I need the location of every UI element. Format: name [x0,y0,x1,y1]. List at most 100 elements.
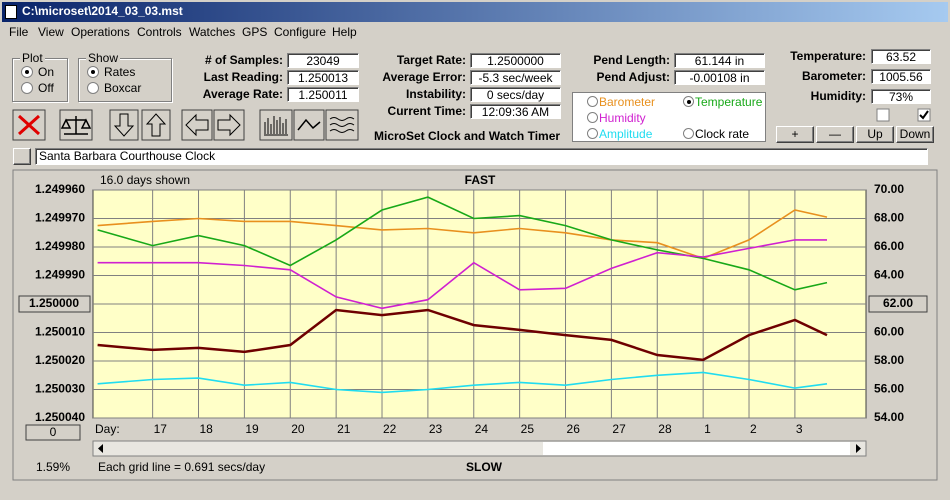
field-label: Current Time: [387,104,466,118]
series-line [97,308,828,362]
radio-button[interactable] [21,82,33,94]
x-tick-label: 19 [245,422,259,436]
field-label: Humidity: [810,89,866,103]
y-tick-label: 1.249980 [35,239,85,253]
field-value: 1.250013 [287,70,359,85]
field-label: # of Samples: [204,53,283,67]
sensor-panel [572,92,766,142]
radio-button[interactable] [87,82,99,94]
field-label: Pend Length: [593,53,670,67]
field-value: 0 secs/day [470,87,561,102]
menu-item[interactable]: Watches [189,25,236,39]
top-label: FAST [465,173,496,187]
field-label: Average Error: [382,70,466,84]
y2-tick-label: 54.00 [874,410,904,424]
legend-label: Clock rate [695,127,750,141]
checkbox[interactable] [876,108,890,122]
x-tick-label: 1 [704,422,711,436]
x-tick-label: 17 [154,422,168,436]
radio-label: Off [38,81,54,95]
x-axis-label: Day: [95,422,120,436]
field-value: -0.00108 in [674,70,765,85]
radio-button[interactable] [587,96,598,107]
field-label: Barometer: [801,69,866,83]
x-tick-label: 24 [475,422,489,436]
x-tick-label: 21 [337,422,351,436]
title-bar [2,2,948,22]
field-label: Pend Adjust: [596,70,670,84]
legend-label: Temperature [695,95,763,109]
field-label: Target Rate: [396,53,466,67]
bottom-label: SLOW [466,460,503,474]
field-value: 73% [871,89,931,104]
y-tick-label: 1.250000 [29,296,79,310]
menu-item[interactable]: File [9,25,29,39]
percent-label: 1.59% [36,460,70,474]
radio-button[interactable] [87,66,99,78]
x-tick-label: 27 [612,422,626,436]
scroll-thumb[interactable] [543,442,850,455]
y-tick-label: 1.250030 [35,382,85,396]
env-button[interactable]: Down [896,126,934,143]
x-tick-label: 23 [429,422,443,436]
menu-item[interactable]: GPS [242,25,268,39]
group-box [78,58,172,102]
app-icon [5,5,17,19]
close-clock-button[interactable] [13,148,31,165]
field-value: 63.52 [871,49,931,64]
x-tick-label: 26 [567,422,581,436]
env-button[interactable]: + [776,126,814,143]
menu-item[interactable]: Operations [71,25,130,39]
y2-tick-label: 68.00 [874,211,904,225]
menu-item[interactable]: View [38,25,64,39]
zero-button[interactable] [25,424,81,441]
legend-label: Humidity [599,111,646,125]
field-value: 12:09:36 AM [470,104,561,119]
x-tick-label: 3 [796,422,803,436]
series-line [97,209,828,260]
radio-button[interactable] [21,66,33,78]
y2-tick-label: 66.00 [874,239,904,253]
field-value: 1.2500000 [470,53,561,68]
field-value: 1.250011 [287,87,359,102]
axis-button[interactable] [18,295,91,313]
x-tick-label: 22 [383,422,397,436]
days-shown: 16.0 days shown [100,173,190,187]
radio-button[interactable] [683,128,694,139]
x-tick-label: 18 [200,422,214,436]
app-name: MicroSet Clock and Watch Timer [374,129,561,143]
y-tick-label: 1.250040 [35,410,85,424]
y-tick-label: 1.250020 [35,353,85,367]
axis-button[interactable] [868,295,928,313]
menu-item[interactable]: Configure [274,25,327,39]
env-button[interactable]: — [816,126,854,143]
radio-button[interactable] [587,112,598,123]
legend-label: Amplitude [599,127,653,141]
y-tick-label: 1.249960 [35,182,85,196]
y2-tick-label: 56.00 [874,382,904,396]
y2-tick-label: 70.00 [874,182,904,196]
legend-label: Barometer [599,95,656,109]
menu-item[interactable]: Controls [137,25,182,39]
field-value: -5.3 sec/week [470,70,561,85]
series-line [97,196,828,291]
field-label: Average Rate: [202,87,283,101]
series-line [97,371,828,394]
radio-button[interactable] [587,128,598,139]
radio-button[interactable] [683,96,694,107]
x-tick-label: 2 [750,422,757,436]
series-line [97,239,827,310]
radio-label: On [38,65,55,79]
menu-item[interactable]: Help [332,25,357,39]
env-button[interactable]: Up [856,126,894,143]
field-label: Temperature: [790,49,866,63]
field-value: 23049 [287,53,359,68]
field-value: 61.144 in [674,53,765,68]
clock-name: Santa Barbara Courthouse Clock [35,148,928,165]
toolbar[interactable] [12,109,359,141]
y2-tick-label: 64.00 [874,268,904,282]
y2-tick-label: 62.00 [883,296,913,310]
x-tick-label: 28 [658,422,672,436]
